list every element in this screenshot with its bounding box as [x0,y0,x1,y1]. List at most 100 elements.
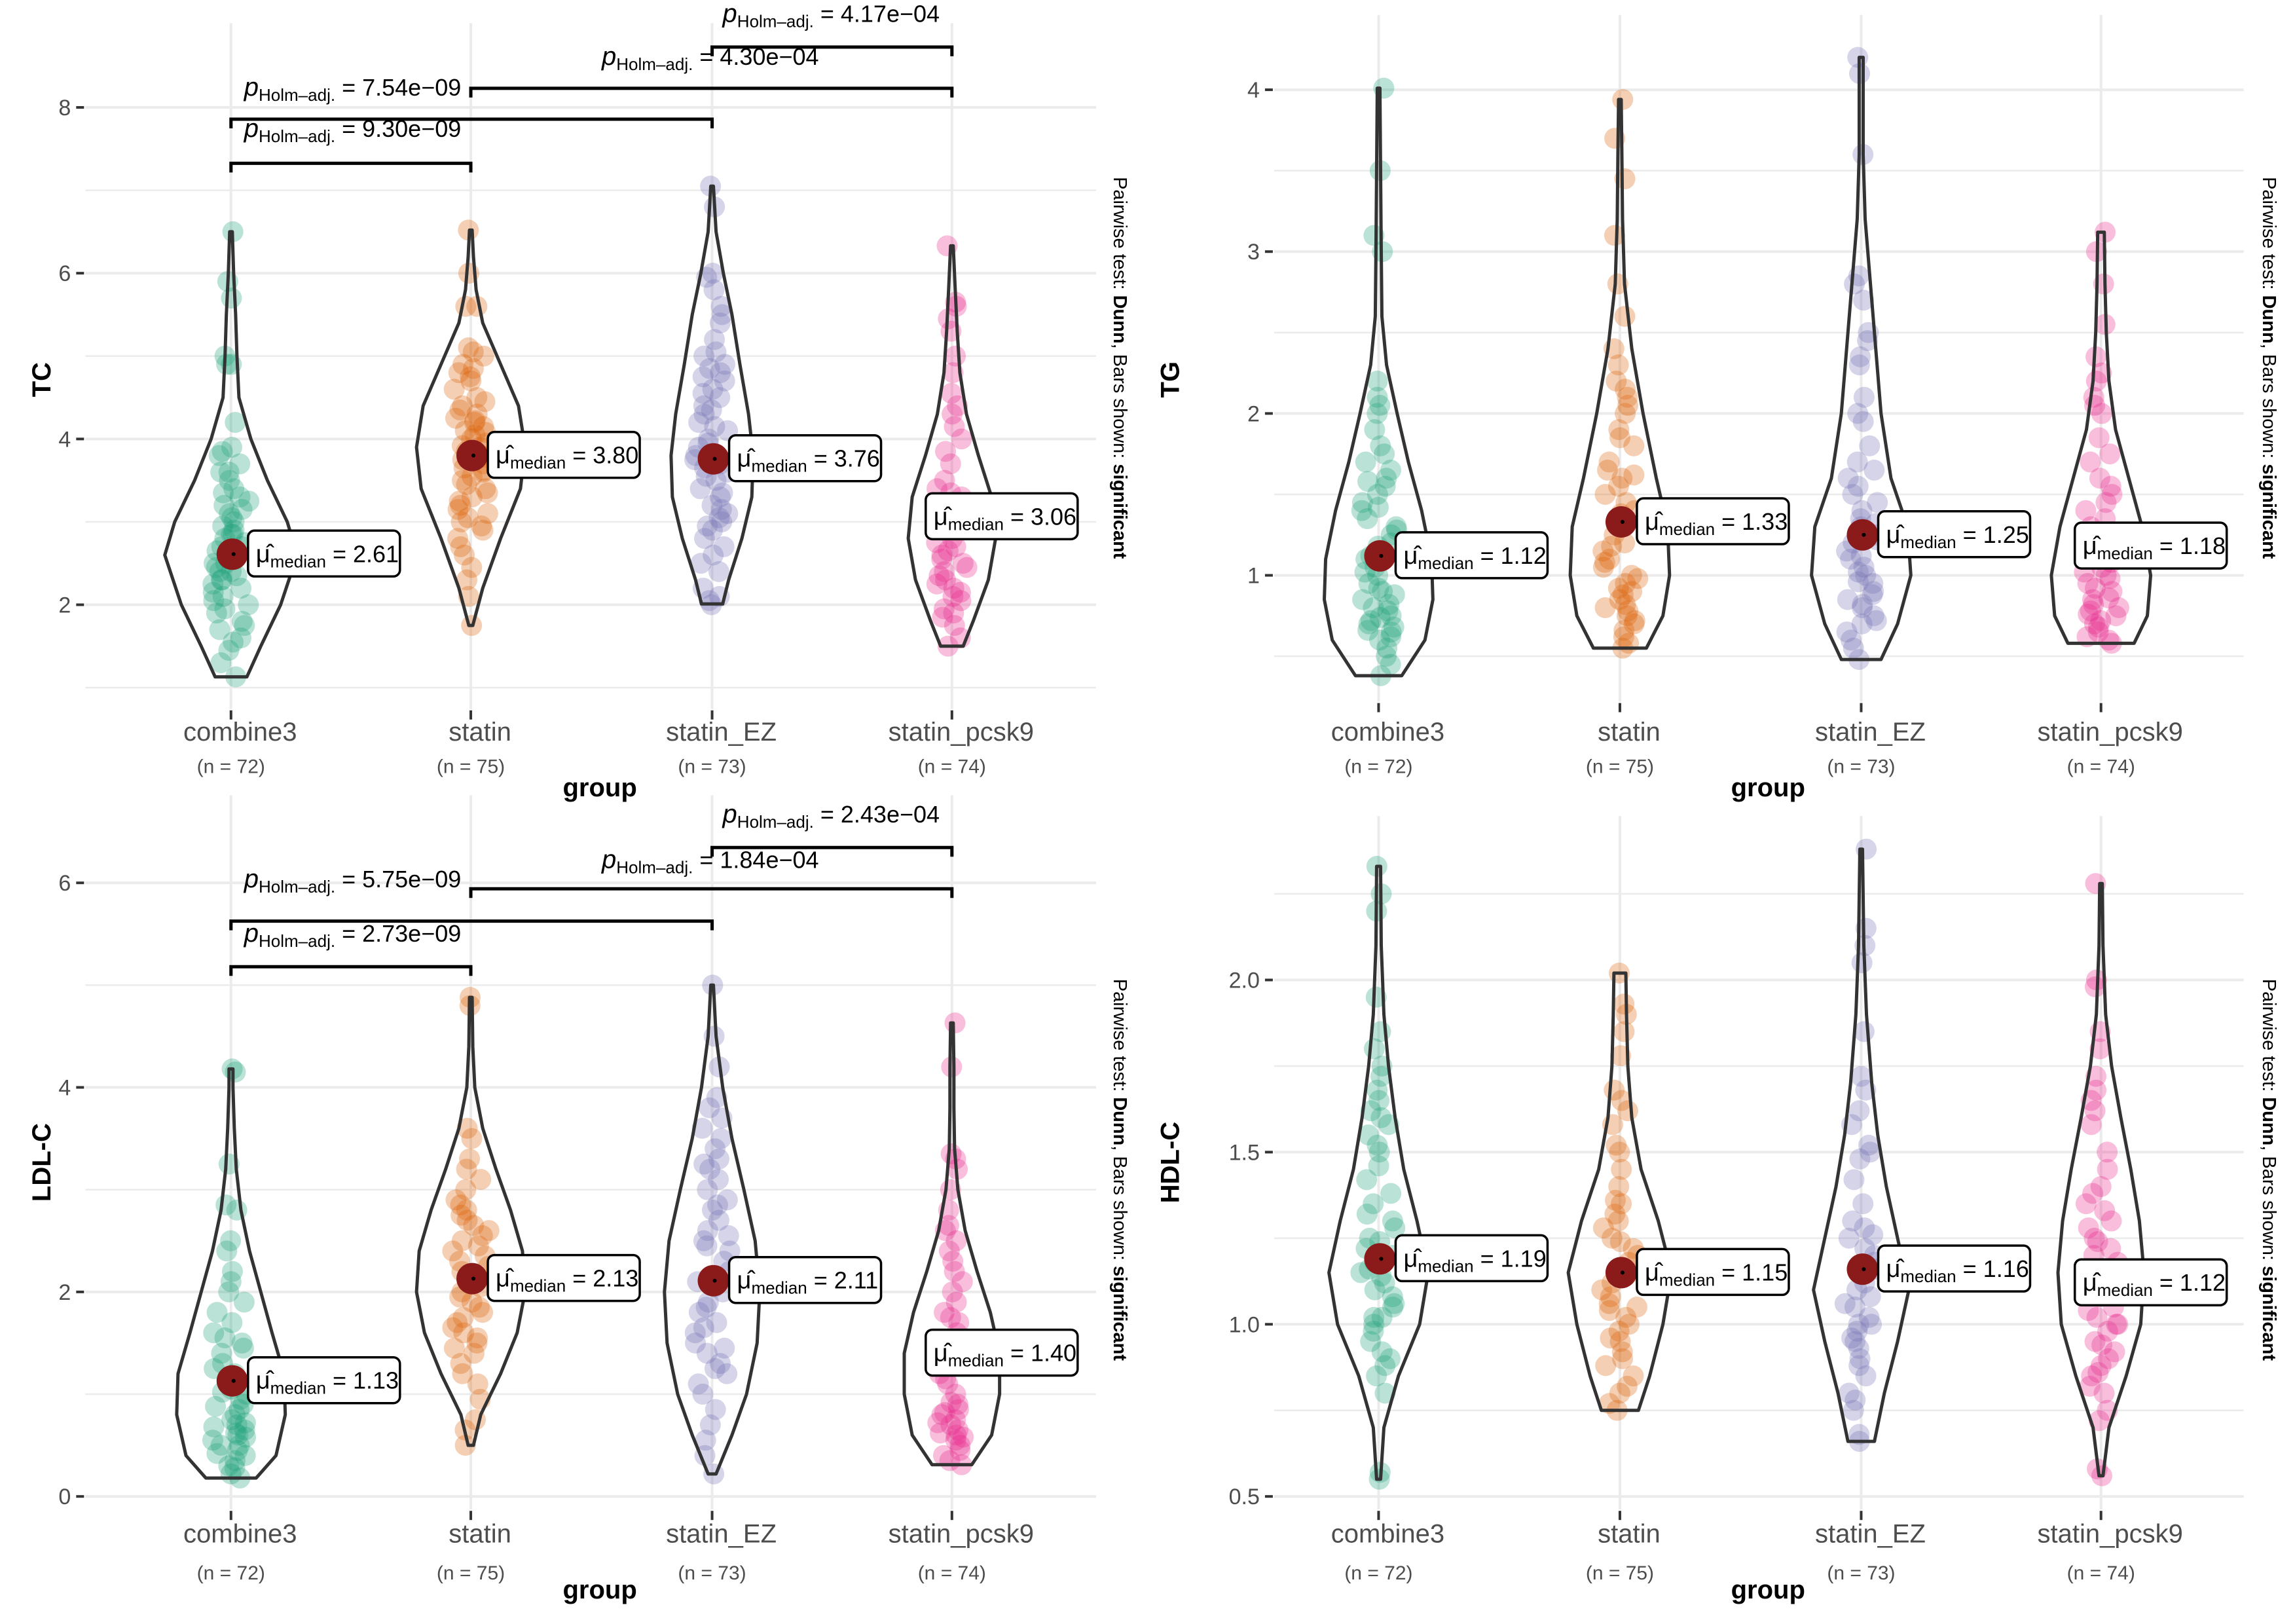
data-point [1380,459,1401,481]
data-point [455,1179,477,1200]
data-point [1367,496,1389,518]
p-value-label: pHolm–adj. = 2.43e−04 [722,800,940,832]
caption-bars-shown: significant [2258,1266,2279,1361]
data-point [2081,1365,2102,1387]
data-point [705,1138,726,1160]
data-point [2100,1238,2121,1259]
data-point [230,627,251,649]
data-point [931,1404,953,1426]
data-point [1363,1193,1384,1215]
data-point [224,1457,246,1479]
data-point [1357,1124,1379,1146]
median-subscript: median [1418,1256,1473,1276]
data-point [1384,584,1405,606]
data-point [702,378,724,400]
data-point [699,1097,720,1118]
data-point [2099,568,2121,589]
data-point [1358,572,1380,594]
panel-tc: 2 4 6 8 TC combine3 (n = 72) statin (n = 75) stat… [28,0,1130,802]
data-point [1615,378,1636,400]
data-point [469,1297,490,1318]
data-point [1613,626,1634,648]
data-point [2098,629,2120,651]
data-point [2078,603,2099,625]
data-point [934,470,955,491]
data-point [2089,1038,2111,1060]
data-point [1849,1348,1871,1369]
data-point [1606,1134,1627,1156]
data-point [1840,548,1862,570]
data-point [1854,1217,1875,1239]
data-point [220,1230,242,1251]
data-point [949,1435,971,1456]
data-point [1604,1079,1625,1101]
data-point [470,1169,492,1190]
x-category-label: statin [449,718,511,747]
data-point [2077,572,2099,594]
data-point [225,1404,246,1426]
pairwise-test-caption: Pairwise test: Dunn, Bars shown: signifi… [2258,177,2279,559]
data-point [2105,605,2127,627]
x-category-label: combine3 [1331,718,1444,747]
data-point [1623,435,1645,456]
y-tick-label: 0 [58,1485,71,1509]
data-point [1370,1107,1392,1128]
data-point [2090,1175,2112,1197]
median-value: = 2.61 [326,540,399,567]
data-point [708,507,730,528]
median-center-dot [1379,1257,1384,1261]
data-point [214,1327,236,1349]
data-point [475,478,496,500]
p-symbol: p [244,864,259,893]
data-point [461,1128,483,1149]
sample-size-label: (n = 74) [918,1562,986,1584]
data-point [223,511,245,532]
data-point [1364,1279,1386,1301]
data-point [696,1235,718,1257]
sample-size-label: (n = 72) [197,756,265,778]
data-point [1363,1320,1384,1342]
data-point [1609,1231,1631,1253]
data-point [940,382,962,404]
data-point [697,515,718,537]
median-value: = 1.33 [1715,508,1788,535]
data-point [950,590,972,612]
data-point [1360,610,1382,631]
median-subscript: median [1659,519,1715,539]
data-point [1834,1293,1856,1314]
median-label: μ̂median = 1.19 [1403,1245,1546,1276]
data-point [1862,572,1884,594]
p-value: = 4.17e−04 [814,1,940,28]
data-point [211,441,233,462]
data-point [221,437,242,458]
data-point [463,1342,485,1364]
caption-mid: , Bars shown: [1109,344,1130,464]
median-label-box [1877,1244,2032,1293]
data-point [1374,1382,1396,1404]
data-point [937,1373,959,1395]
data-point [459,1148,481,1170]
x-axis-title: group [1731,773,1805,802]
median-subscript: median [1900,532,1956,552]
data-point [1380,621,1402,643]
data-point [699,1414,721,1435]
violin-combine3 [1323,86,1435,678]
data-point [457,507,479,528]
data-point [1612,584,1634,606]
data-point [691,1117,713,1139]
data-point [945,1409,966,1431]
data-point [467,1327,488,1349]
data-point [461,466,483,487]
data-point [213,482,234,504]
median-center-dot [471,453,476,458]
data-point [948,1312,970,1333]
data-point [692,366,714,388]
data-point [2091,403,2112,424]
data-point [2087,616,2109,638]
median-label: μ̂median = 2.13 [496,1265,638,1296]
median-subscript: median [751,456,807,476]
significance-bracket [710,45,954,56]
data-point [1369,606,1391,628]
data-point [932,606,953,628]
data-point [1863,581,1884,602]
